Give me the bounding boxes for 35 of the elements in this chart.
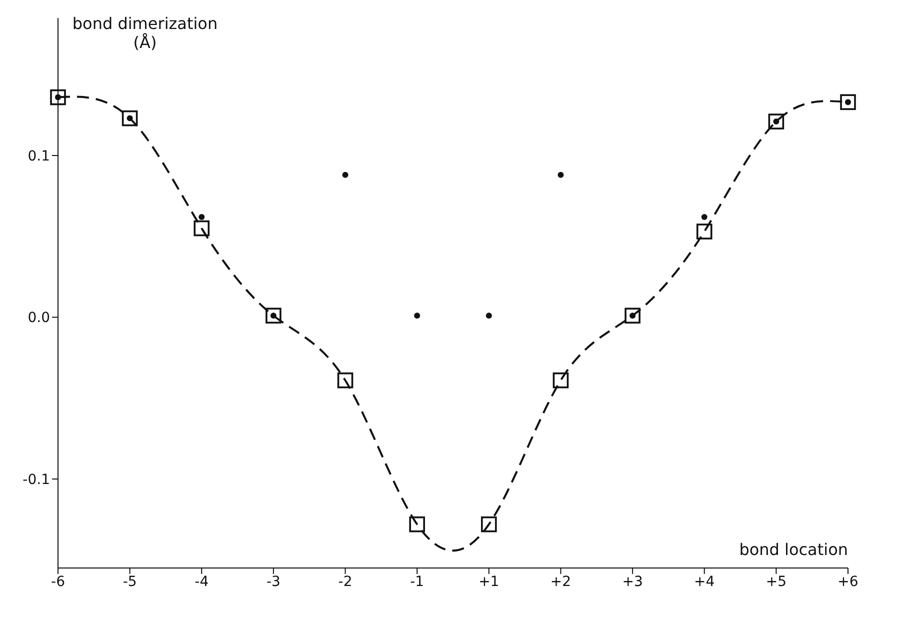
y-tick-label: 0.1 [28, 148, 50, 164]
x-tick-label: +1 [478, 574, 500, 590]
x-tick-label: +6 [838, 574, 858, 590]
point [552, 372, 569, 388]
x-tick-label: -3 [266, 574, 280, 590]
point [840, 94, 856, 110]
point [414, 312, 420, 319]
point [266, 308, 282, 324]
point [696, 224, 712, 240]
y-axis-title: bond dimerization (Å) [71, 14, 219, 52]
point [558, 172, 564, 178]
x-tick-label: +3 [622, 574, 643, 590]
point [198, 214, 205, 220]
x-tick-label: +5 [766, 574, 786, 590]
x-axis-title: bond location [739, 540, 848, 559]
point [624, 308, 640, 324]
point [481, 516, 497, 532]
x-tick-label: -5 [122, 574, 137, 590]
x-tick-label: +2 [550, 574, 572, 590]
point [342, 172, 348, 178]
y-tick-label: -0.1 [22, 472, 50, 488]
point [768, 114, 784, 130]
point [122, 110, 138, 126]
y-tick-label: 0.0 [28, 310, 50, 326]
x-tick-label: -1 [410, 574, 424, 590]
x-tick-label: -4 [194, 574, 209, 590]
x-tick-label: +4 [694, 574, 715, 590]
point [701, 214, 708, 220]
x-tick-label: -6 [51, 574, 66, 590]
x-tick-label: -2 [338, 574, 352, 590]
point [409, 516, 425, 532]
point [194, 220, 210, 236]
point [50, 89, 66, 106]
point [337, 372, 354, 388]
point [486, 312, 492, 319]
